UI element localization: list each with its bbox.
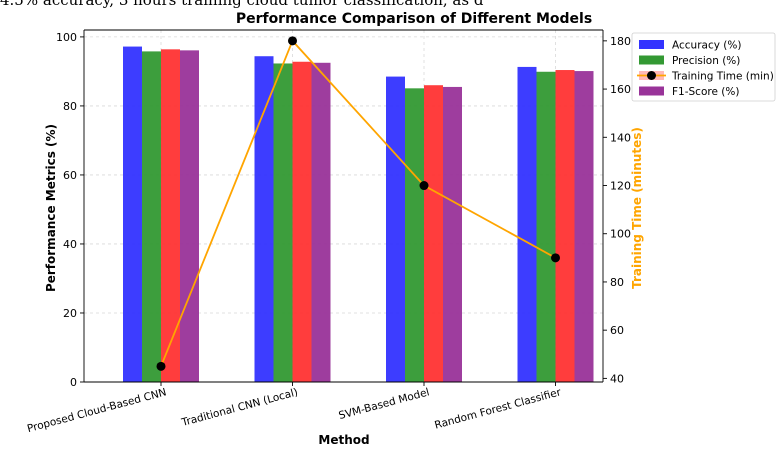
training-time-marker	[156, 361, 166, 371]
y2-tick-label: 140	[610, 131, 631, 144]
bar	[424, 85, 443, 382]
bar	[536, 71, 556, 382]
y2-tick-label: 160	[610, 83, 631, 96]
legend-box	[631, 32, 776, 102]
training-time-line-layer	[156, 36, 560, 371]
bar	[405, 88, 424, 383]
y-tick-label: 40	[63, 238, 77, 251]
legend-swatch	[639, 40, 664, 49]
y2-tick-label: 80	[610, 276, 624, 289]
training-time-line	[160, 39, 556, 367]
bar	[161, 49, 180, 382]
legend-label: Accuracy (%)	[672, 40, 741, 52]
bar	[292, 61, 312, 382]
legend-swatch	[639, 86, 664, 96]
y-tick-label: 20	[63, 307, 77, 320]
bar	[180, 50, 199, 383]
bar	[555, 70, 575, 382]
legend-swatch	[639, 55, 664, 65]
y-tick-label: 100	[56, 31, 77, 44]
bars-layer	[123, 46, 594, 383]
bar	[123, 46, 142, 383]
bar	[254, 56, 274, 383]
bar	[142, 51, 161, 382]
y-tick-label: 0	[70, 376, 77, 389]
y-tick-label: 60	[63, 169, 77, 182]
training-time-marker	[288, 36, 297, 46]
legend-label: F1-Score (%)	[672, 86, 739, 98]
y2-tick-label: 40	[610, 372, 624, 385]
x-axis-label: Method	[318, 433, 369, 447]
y2-tick-label: 120	[610, 180, 631, 193]
bar	[311, 62, 331, 383]
bar	[517, 66, 537, 383]
bar	[443, 86, 462, 383]
y-tick-label: 80	[63, 100, 77, 113]
training-time-marker	[551, 253, 560, 263]
chart-title: Performance Comparison of Different Mode…	[236, 11, 592, 27]
legend-marker-sample	[647, 71, 656, 80]
training-time-marker	[419, 181, 429, 191]
y2-axis-label: Training Time (minutes)	[630, 127, 644, 289]
y2-tick-label: 180	[610, 35, 631, 48]
legend-label: Precision (%)	[672, 55, 740, 67]
bar	[386, 76, 405, 383]
bar	[574, 71, 594, 383]
y2-tick-label: 60	[610, 324, 624, 337]
bar	[273, 63, 293, 382]
legend-label: Training Time (min)	[671, 71, 774, 83]
y2-tick-label: 100	[610, 228, 631, 241]
y-axis-label: Performance Metrics (%)	[44, 124, 58, 292]
legend: Accuracy (%) Precision (%) Training Time (…	[631, 32, 776, 102]
